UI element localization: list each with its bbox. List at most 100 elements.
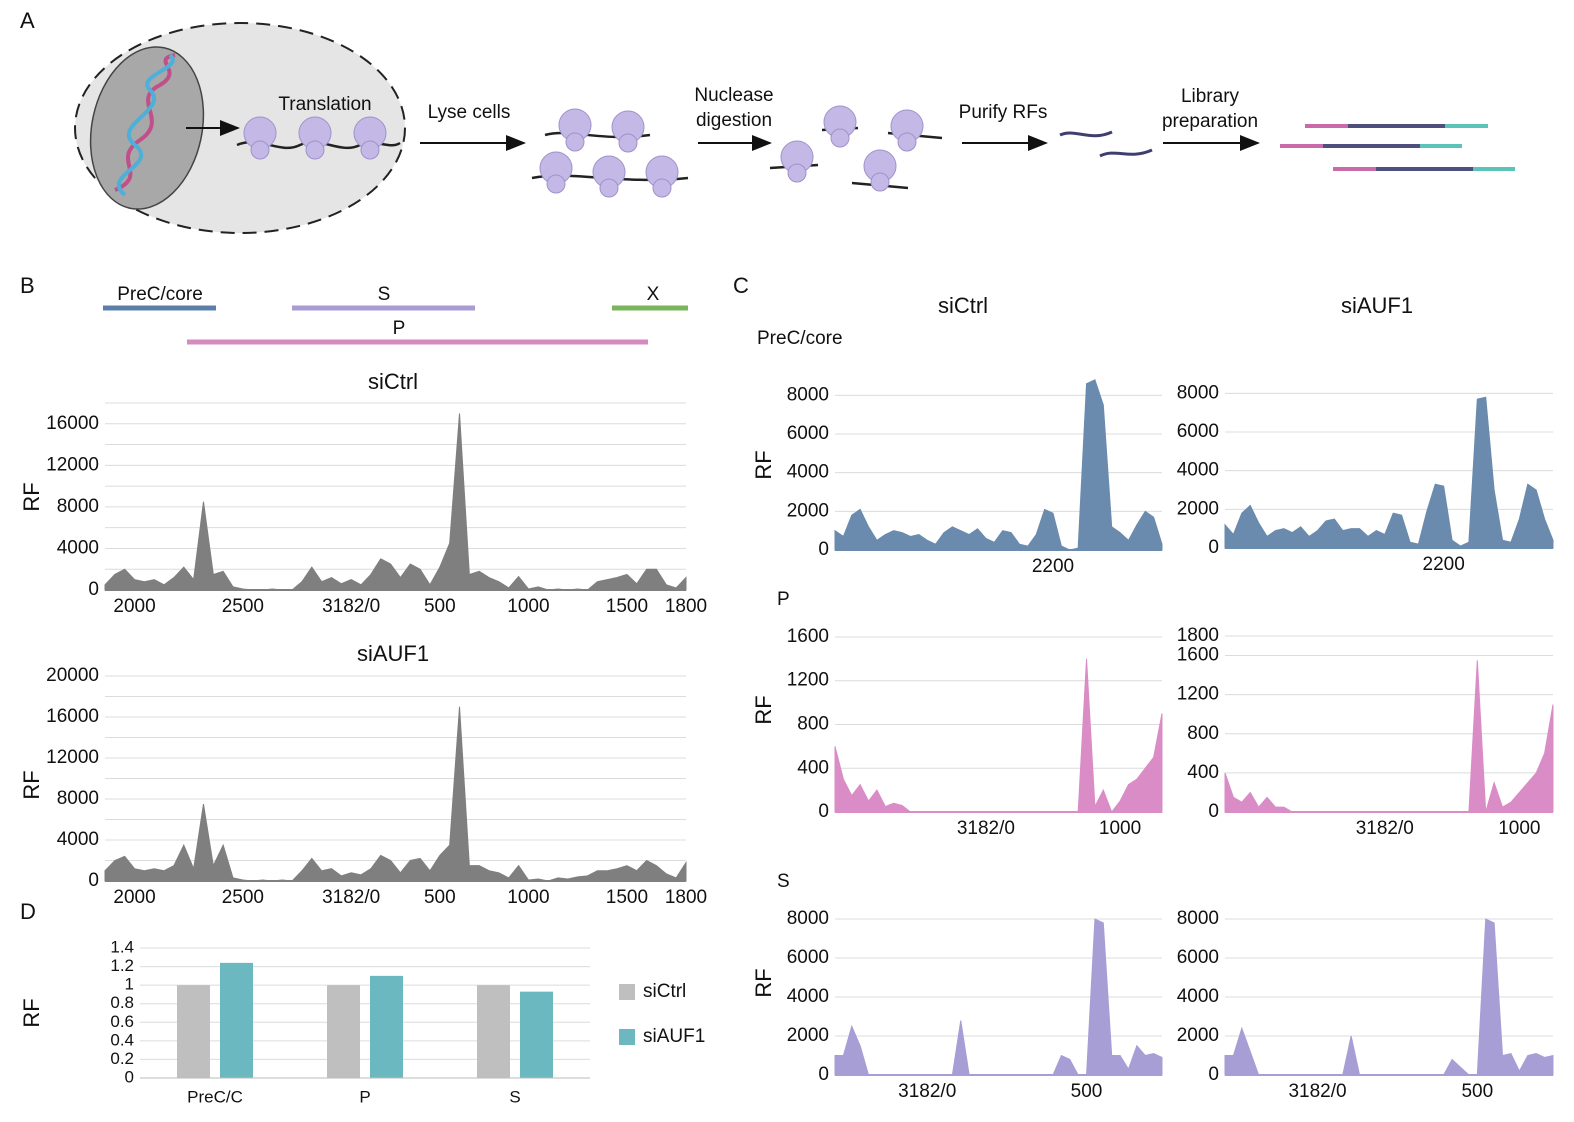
x-tick-label: 1500 bbox=[606, 596, 648, 617]
bar bbox=[477, 985, 510, 1078]
x-tick-label: 1000 bbox=[1498, 818, 1540, 839]
column-title: siCtrl bbox=[938, 293, 988, 318]
x-tick-label: 2200 bbox=[1423, 554, 1465, 575]
step-label: preparation bbox=[1162, 111, 1258, 132]
y-axis-label: RF bbox=[19, 482, 44, 511]
area bbox=[1224, 660, 1554, 813]
y-tick-label: 2000 bbox=[1177, 1025, 1219, 1046]
row-title: S bbox=[777, 871, 790, 892]
nucleus bbox=[89, 46, 205, 210]
y-axis-label: RF bbox=[751, 450, 776, 479]
y-tick-label: 4000 bbox=[1177, 986, 1219, 1007]
y-tick-label: 1.4 bbox=[110, 937, 134, 956]
y-tick-label: 6000 bbox=[787, 423, 829, 444]
y-tick-label: 1600 bbox=[1177, 645, 1219, 666]
area bbox=[1224, 396, 1554, 549]
x-tick-label: 3182/0 bbox=[322, 596, 380, 617]
y-tick-label: 0 bbox=[1208, 537, 1219, 558]
y-tick-label: 1200 bbox=[787, 670, 829, 691]
y-tick-label: 400 bbox=[1187, 762, 1219, 783]
y-tick-label: 2000 bbox=[1177, 498, 1219, 519]
region-label: P bbox=[393, 318, 406, 339]
y-axis-label: RF bbox=[19, 998, 44, 1027]
y-tick-label: 0.6 bbox=[110, 1012, 134, 1031]
panel-label: D bbox=[20, 899, 36, 924]
y-tick-label: 6000 bbox=[787, 947, 829, 968]
y-tick-label: 1600 bbox=[787, 626, 829, 647]
y-axis-label: RF bbox=[751, 968, 776, 997]
row-title: PreC/core bbox=[757, 328, 843, 349]
y-tick-label: 4000 bbox=[1177, 460, 1219, 481]
y-tick-label: 8000 bbox=[1177, 382, 1219, 403]
y-tick-label: 2000 bbox=[787, 1025, 829, 1046]
legend-swatch bbox=[619, 1029, 635, 1045]
panel-label: C bbox=[733, 273, 749, 298]
y-tick-label: 12000 bbox=[46, 747, 99, 768]
bar bbox=[370, 975, 403, 1078]
chart-title: siCtrl bbox=[368, 369, 418, 394]
x-tick-label: 3182/0 bbox=[1288, 1081, 1346, 1102]
y-tick-label: 4000 bbox=[57, 829, 99, 850]
y-tick-label: 6000 bbox=[1177, 421, 1219, 442]
panel-label: B bbox=[20, 273, 35, 298]
x-tick-label: P bbox=[359, 1087, 370, 1106]
y-tick-label: 16000 bbox=[46, 413, 99, 434]
y-tick-label: 0.8 bbox=[110, 993, 134, 1012]
step-label: Nuclease bbox=[694, 85, 773, 106]
x-tick-label: 500 bbox=[1461, 1081, 1493, 1102]
chart-title: siAUF1 bbox=[357, 641, 429, 666]
y-tick-label: 20000 bbox=[46, 665, 99, 686]
y-tick-label: 1.2 bbox=[110, 956, 134, 975]
y-tick-label: 800 bbox=[797, 713, 829, 734]
x-tick-label: 500 bbox=[424, 887, 456, 908]
y-tick-label: 0.2 bbox=[110, 1049, 134, 1068]
y-tick-label: 8000 bbox=[787, 384, 829, 405]
step-label: Translation bbox=[278, 94, 371, 115]
x-tick-label: 2200 bbox=[1032, 556, 1074, 577]
x-tick-label: 500 bbox=[424, 596, 456, 617]
fragments bbox=[1059, 130, 1153, 158]
x-tick-label: 3182/0 bbox=[322, 887, 380, 908]
y-tick-label: 0 bbox=[125, 1067, 134, 1086]
y-tick-label: 0 bbox=[818, 539, 829, 560]
row-title: P bbox=[777, 589, 790, 610]
x-tick-label: 2000 bbox=[113, 887, 155, 908]
step-label: Lyse cells bbox=[428, 102, 511, 123]
panel-label: A bbox=[20, 8, 35, 33]
y-tick-label: 8000 bbox=[57, 496, 99, 517]
bar bbox=[177, 985, 210, 1078]
y-axis-label: RF bbox=[751, 695, 776, 724]
x-tick-label: 1800 bbox=[665, 887, 707, 908]
area bbox=[104, 706, 687, 882]
column-title: siAUF1 bbox=[1341, 293, 1413, 318]
y-tick-label: 2000 bbox=[787, 500, 829, 521]
y-tick-label: 8000 bbox=[57, 788, 99, 809]
y-tick-label: 0 bbox=[818, 801, 829, 822]
y-tick-label: 0 bbox=[818, 1064, 829, 1085]
x-tick-label: 1000 bbox=[1099, 818, 1141, 839]
y-tick-label: 16000 bbox=[46, 706, 99, 727]
y-tick-label: 1800 bbox=[1177, 625, 1219, 646]
x-tick-label: 2500 bbox=[222, 596, 264, 617]
y-tick-label: 0 bbox=[1208, 801, 1219, 822]
x-tick-label: 1000 bbox=[507, 887, 549, 908]
x-tick-label: PreC/C bbox=[187, 1087, 243, 1106]
y-tick-label: 8000 bbox=[1177, 908, 1219, 929]
y-tick-label: 4000 bbox=[57, 537, 99, 558]
x-tick-label: 2000 bbox=[113, 596, 155, 617]
lysate bbox=[531, 108, 689, 198]
step-label: Library bbox=[1181, 86, 1240, 107]
y-tick-label: 6000 bbox=[1177, 947, 1219, 968]
x-tick-label: 1800 bbox=[665, 596, 707, 617]
legend-label: siCtrl bbox=[643, 981, 686, 1002]
ribosomes bbox=[243, 116, 387, 160]
y-tick-label: 1 bbox=[125, 975, 134, 994]
y-tick-label: 8000 bbox=[787, 908, 829, 929]
y-tick-label: 0 bbox=[1208, 1064, 1219, 1085]
bar bbox=[220, 962, 253, 1078]
y-tick-label: 4000 bbox=[787, 462, 829, 483]
y-tick-label: 1200 bbox=[1177, 684, 1219, 705]
legend-swatch bbox=[619, 984, 635, 1000]
x-tick-label: 2500 bbox=[222, 887, 264, 908]
